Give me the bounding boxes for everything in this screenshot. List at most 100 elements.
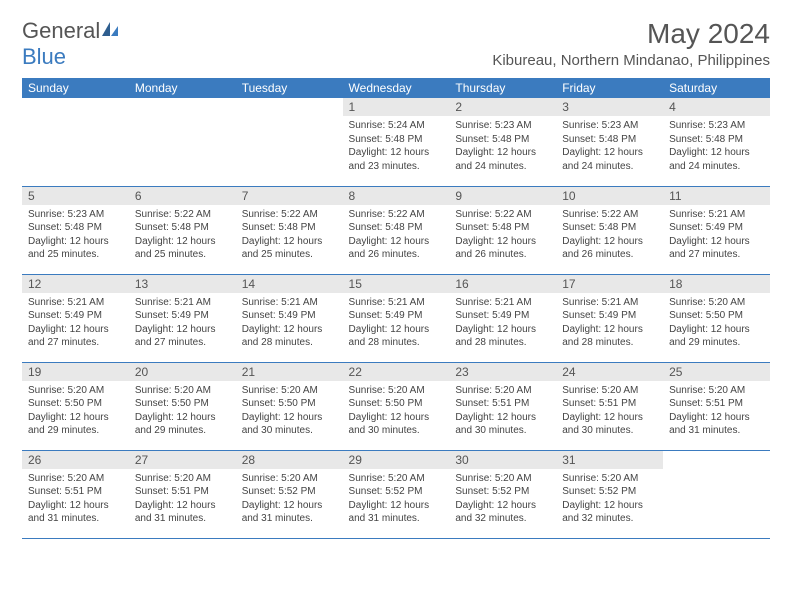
daylight-text: Daylight: 12 hours bbox=[562, 323, 657, 337]
day-details: Sunrise: 5:20 AMSunset: 5:51 PMDaylight:… bbox=[129, 469, 236, 530]
daylight-text-2: and 24 minutes. bbox=[669, 160, 764, 174]
day-number: 6 bbox=[129, 187, 236, 205]
weekday-header: Friday bbox=[556, 78, 663, 98]
daylight-text: Daylight: 12 hours bbox=[242, 235, 337, 249]
calendar-cell bbox=[22, 98, 129, 186]
daylight-text-2: and 30 minutes. bbox=[455, 424, 550, 438]
calendar-row: 5Sunrise: 5:23 AMSunset: 5:48 PMDaylight… bbox=[22, 186, 770, 274]
calendar-cell: 5Sunrise: 5:23 AMSunset: 5:48 PMDaylight… bbox=[22, 186, 129, 274]
daylight-text-2: and 30 minutes. bbox=[349, 424, 444, 438]
title-block: May 2024 Kibureau, Northern Mindanao, Ph… bbox=[492, 18, 770, 69]
day-number: 14 bbox=[236, 275, 343, 293]
day-number: 24 bbox=[556, 363, 663, 381]
day-number: 4 bbox=[663, 98, 770, 116]
day-number: 16 bbox=[449, 275, 556, 293]
daylight-text: Daylight: 12 hours bbox=[669, 411, 764, 425]
sunset-text: Sunset: 5:48 PM bbox=[669, 133, 764, 147]
sunset-text: Sunset: 5:48 PM bbox=[242, 221, 337, 235]
month-title: May 2024 bbox=[492, 18, 770, 50]
sunset-text: Sunset: 5:51 PM bbox=[135, 485, 230, 499]
brand-sail-icon bbox=[100, 18, 120, 44]
day-details: Sunrise: 5:20 AMSunset: 5:52 PMDaylight:… bbox=[236, 469, 343, 530]
sunset-text: Sunset: 5:52 PM bbox=[562, 485, 657, 499]
daylight-text: Daylight: 12 hours bbox=[562, 499, 657, 513]
daylight-text: Daylight: 12 hours bbox=[135, 411, 230, 425]
day-details: Sunrise: 5:20 AMSunset: 5:50 PMDaylight:… bbox=[343, 381, 450, 442]
daylight-text: Daylight: 12 hours bbox=[135, 235, 230, 249]
daylight-text: Daylight: 12 hours bbox=[562, 235, 657, 249]
day-details: Sunrise: 5:22 AMSunset: 5:48 PMDaylight:… bbox=[449, 205, 556, 266]
daylight-text-2: and 27 minutes. bbox=[669, 248, 764, 262]
day-details: Sunrise: 5:21 AMSunset: 5:49 PMDaylight:… bbox=[22, 293, 129, 354]
sunset-text: Sunset: 5:49 PM bbox=[135, 309, 230, 323]
calendar-cell: 3Sunrise: 5:23 AMSunset: 5:48 PMDaylight… bbox=[556, 98, 663, 186]
calendar-cell: 9Sunrise: 5:22 AMSunset: 5:48 PMDaylight… bbox=[449, 186, 556, 274]
daylight-text: Daylight: 12 hours bbox=[669, 323, 764, 337]
calendar-cell: 16Sunrise: 5:21 AMSunset: 5:49 PMDayligh… bbox=[449, 274, 556, 362]
sunrise-text: Sunrise: 5:20 AM bbox=[562, 384, 657, 398]
calendar-cell: 31Sunrise: 5:20 AMSunset: 5:52 PMDayligh… bbox=[556, 450, 663, 538]
sunrise-text: Sunrise: 5:21 AM bbox=[455, 296, 550, 310]
day-number: 21 bbox=[236, 363, 343, 381]
day-number: 12 bbox=[22, 275, 129, 293]
daylight-text: Daylight: 12 hours bbox=[455, 411, 550, 425]
weekday-header: Thursday bbox=[449, 78, 556, 98]
sunset-text: Sunset: 5:48 PM bbox=[455, 221, 550, 235]
day-details: Sunrise: 5:20 AMSunset: 5:50 PMDaylight:… bbox=[129, 381, 236, 442]
day-number: 18 bbox=[663, 275, 770, 293]
calendar-cell: 27Sunrise: 5:20 AMSunset: 5:51 PMDayligh… bbox=[129, 450, 236, 538]
daylight-text-2: and 28 minutes. bbox=[242, 336, 337, 350]
sunset-text: Sunset: 5:50 PM bbox=[135, 397, 230, 411]
daylight-text: Daylight: 12 hours bbox=[28, 323, 123, 337]
daylight-text: Daylight: 12 hours bbox=[562, 146, 657, 160]
sunset-text: Sunset: 5:50 PM bbox=[349, 397, 444, 411]
daylight-text-2: and 28 minutes. bbox=[349, 336, 444, 350]
daylight-text-2: and 32 minutes. bbox=[455, 512, 550, 526]
day-details: Sunrise: 5:20 AMSunset: 5:51 PMDaylight:… bbox=[22, 469, 129, 530]
daylight-text: Daylight: 12 hours bbox=[455, 235, 550, 249]
sunset-text: Sunset: 5:49 PM bbox=[455, 309, 550, 323]
day-number: 31 bbox=[556, 451, 663, 469]
day-number: 5 bbox=[22, 187, 129, 205]
sunrise-text: Sunrise: 5:23 AM bbox=[669, 119, 764, 133]
day-number: 26 bbox=[22, 451, 129, 469]
daylight-text: Daylight: 12 hours bbox=[349, 499, 444, 513]
day-details: Sunrise: 5:20 AMSunset: 5:52 PMDaylight:… bbox=[556, 469, 663, 530]
calendar-row: 19Sunrise: 5:20 AMSunset: 5:50 PMDayligh… bbox=[22, 362, 770, 450]
day-number: 29 bbox=[343, 451, 450, 469]
sunset-text: Sunset: 5:49 PM bbox=[349, 309, 444, 323]
day-details: Sunrise: 5:20 AMSunset: 5:52 PMDaylight:… bbox=[343, 469, 450, 530]
calendar-cell: 18Sunrise: 5:20 AMSunset: 5:50 PMDayligh… bbox=[663, 274, 770, 362]
calendar-cell: 30Sunrise: 5:20 AMSunset: 5:52 PMDayligh… bbox=[449, 450, 556, 538]
sunset-text: Sunset: 5:51 PM bbox=[455, 397, 550, 411]
daylight-text: Daylight: 12 hours bbox=[28, 411, 123, 425]
calendar-cell: 10Sunrise: 5:22 AMSunset: 5:48 PMDayligh… bbox=[556, 186, 663, 274]
calendar-cell: 14Sunrise: 5:21 AMSunset: 5:49 PMDayligh… bbox=[236, 274, 343, 362]
day-number: 11 bbox=[663, 187, 770, 205]
day-details: Sunrise: 5:22 AMSunset: 5:48 PMDaylight:… bbox=[343, 205, 450, 266]
weekday-header-row: Sunday Monday Tuesday Wednesday Thursday… bbox=[22, 78, 770, 98]
sunrise-text: Sunrise: 5:20 AM bbox=[242, 384, 337, 398]
sunrise-text: Sunrise: 5:20 AM bbox=[455, 472, 550, 486]
daylight-text-2: and 26 minutes. bbox=[455, 248, 550, 262]
day-details: Sunrise: 5:20 AMSunset: 5:51 PMDaylight:… bbox=[663, 381, 770, 442]
daylight-text: Daylight: 12 hours bbox=[349, 411, 444, 425]
sunrise-text: Sunrise: 5:21 AM bbox=[669, 208, 764, 222]
sunset-text: Sunset: 5:49 PM bbox=[562, 309, 657, 323]
calendar-table: Sunday Monday Tuesday Wednesday Thursday… bbox=[22, 78, 770, 539]
sunrise-text: Sunrise: 5:23 AM bbox=[28, 208, 123, 222]
calendar-cell bbox=[663, 450, 770, 538]
sunset-text: Sunset: 5:49 PM bbox=[28, 309, 123, 323]
daylight-text-2: and 25 minutes. bbox=[28, 248, 123, 262]
calendar-cell: 22Sunrise: 5:20 AMSunset: 5:50 PMDayligh… bbox=[343, 362, 450, 450]
day-details: Sunrise: 5:23 AMSunset: 5:48 PMDaylight:… bbox=[22, 205, 129, 266]
sunrise-text: Sunrise: 5:20 AM bbox=[455, 384, 550, 398]
calendar-cell: 2Sunrise: 5:23 AMSunset: 5:48 PMDaylight… bbox=[449, 98, 556, 186]
brand-part2: Blue bbox=[22, 44, 66, 69]
calendar-cell: 21Sunrise: 5:20 AMSunset: 5:50 PMDayligh… bbox=[236, 362, 343, 450]
calendar-cell bbox=[236, 98, 343, 186]
day-details: Sunrise: 5:23 AMSunset: 5:48 PMDaylight:… bbox=[449, 116, 556, 177]
daylight-text-2: and 27 minutes. bbox=[28, 336, 123, 350]
daylight-text-2: and 29 minutes. bbox=[28, 424, 123, 438]
sunset-text: Sunset: 5:48 PM bbox=[562, 133, 657, 147]
